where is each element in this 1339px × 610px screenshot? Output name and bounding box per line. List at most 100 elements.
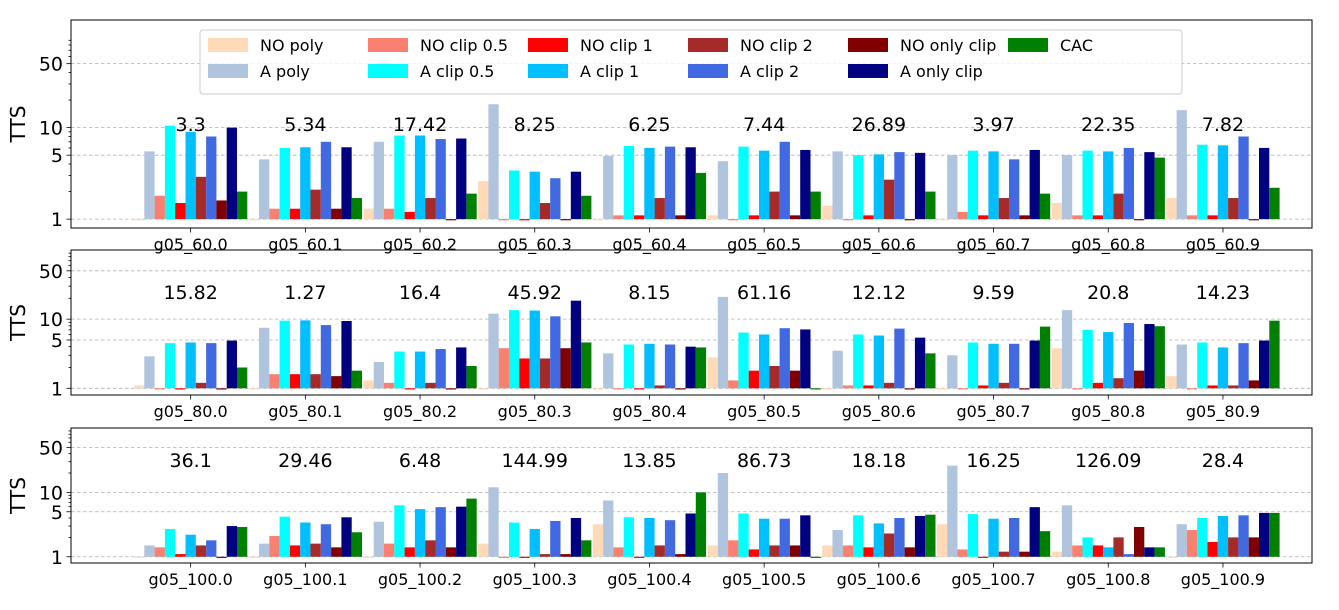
y-tick-label: 50 [39, 437, 63, 459]
bar-no-clip-1 [289, 208, 301, 220]
bar-no-clip-2 [195, 176, 207, 220]
bar-no-clip-2 [769, 545, 780, 557]
bar-no-poly [478, 543, 489, 557]
bar-cac [1154, 547, 1165, 557]
x-tick-label: g05_60.5 [727, 235, 801, 255]
bar-a-poly [717, 161, 729, 220]
x-tick-label: g05_60.3 [498, 235, 572, 255]
bar-no-clip-0-5 [613, 388, 624, 390]
bar-no-only-clip [1134, 219, 1145, 221]
bar-a-clip-1 [988, 343, 999, 389]
bar-no-clip-0-5 [269, 374, 280, 389]
bar-no-clip-2 [1113, 193, 1124, 220]
bar-no-clip-0-5 [1072, 545, 1083, 557]
group-annotation: 61.16 [737, 282, 791, 304]
bar-no-clip-0-5 [842, 219, 854, 221]
bar-a-poly [259, 543, 270, 557]
bar-no-clip-0-5 [154, 388, 165, 390]
group-annotation: 126.09 [1075, 450, 1141, 472]
group-annotation: 16.25 [966, 450, 1020, 472]
bar-a-poly [144, 151, 155, 220]
bar-no-only-clip [904, 388, 915, 390]
legend: NO poly A poly NO clip 0.5 A clip 0.5 NO cli… [199, 29, 1183, 95]
bar-cac [237, 526, 248, 557]
bar-a-clip-2 [320, 141, 332, 220]
group-annotation: 13.85 [622, 450, 676, 472]
bar-cac [351, 532, 362, 557]
bar-no-clip-1 [634, 556, 645, 558]
bar-no-only-clip [560, 554, 571, 557]
bar-no-only-clip [216, 200, 227, 220]
bar-no-clip-1 [863, 215, 874, 220]
bar-no-clip-0-5 [613, 215, 624, 220]
bar-no-clip-1 [1207, 385, 1218, 389]
x-tick-label: g05_80.0 [154, 402, 228, 422]
bar-no-only-clip [904, 547, 915, 557]
bar-no-clip-0-5 [384, 543, 395, 557]
bar-a-clip-2 [550, 178, 561, 220]
bar-no-only-clip [445, 219, 457, 221]
bar-cac [1154, 157, 1165, 220]
bar-no-clip-1 [289, 545, 301, 557]
bar-no-poly [248, 219, 259, 221]
bar-a-poly [373, 362, 384, 389]
bar-no-poly [363, 380, 374, 389]
bar-a-clip-1 [759, 150, 770, 220]
bar-a-clip-1 [988, 518, 999, 557]
bar-no-only-clip [789, 215, 801, 220]
bar-no-clip-1 [1092, 545, 1104, 557]
bar-no-poly [1166, 556, 1177, 558]
bar-no-clip-1 [634, 215, 645, 220]
bar-no-clip-1 [1207, 541, 1218, 557]
x-tick-label: g05_80.6 [842, 402, 916, 422]
bar-a-clip-0-5 [279, 147, 290, 220]
legend-label: A clip 1 [580, 62, 639, 81]
bar-no-only-clip [331, 547, 342, 557]
bar-a-clip-2 [1009, 343, 1020, 389]
bar-no-clip-0-5 [1186, 530, 1198, 557]
bar-no-clip-1 [404, 547, 415, 557]
bar-a-only-clip [226, 127, 237, 220]
bar-no-clip-2 [654, 545, 665, 557]
bar-cac [1039, 326, 1051, 389]
bar-no-clip-2 [195, 545, 207, 557]
bar-no-clip-0-5 [498, 219, 509, 221]
x-tick-label: g05_80.9 [1186, 402, 1260, 422]
x-tick-label: g05_80.4 [612, 402, 686, 422]
bar-no-clip-1 [519, 219, 530, 221]
bar-no-only-clip [904, 219, 915, 221]
bar-no-clip-2 [539, 203, 551, 220]
bar-no-poly [1166, 198, 1177, 220]
y-tick-label: 50 [39, 54, 63, 76]
bar-no-clip-2 [425, 198, 436, 220]
bar-no-only-clip [789, 370, 801, 389]
bar-a-clip-0-5 [1197, 144, 1208, 220]
bar-a-clip-0-5 [623, 517, 634, 557]
bar-no-clip-0-5 [957, 549, 968, 557]
bar-no-clip-1 [404, 211, 415, 220]
bar-a-only-clip [1259, 340, 1270, 389]
bar-cac [237, 367, 248, 389]
group-annotation: 6.25 [628, 114, 670, 136]
bar-no-only-clip [1019, 388, 1030, 390]
bar-a-clip-2 [1123, 147, 1134, 220]
y-tick-label: 10 [39, 118, 63, 140]
bar-a-poly [717, 296, 729, 389]
bar-no-poly [707, 357, 718, 389]
bar-a-clip-1 [873, 154, 884, 220]
panel-3: 1 510 50 TTS g05_100.0 36.1 g05_100.1 29.46 g05_… [6, 427, 1313, 590]
bar-a-clip-1 [185, 342, 196, 389]
y-tick-label: 10 [39, 309, 63, 331]
bar-a-only-clip [341, 321, 352, 389]
bar-a-clip-2 [206, 136, 217, 220]
bar-a-clip-0-5 [1197, 342, 1208, 389]
bar-no-clip-0-5 [728, 540, 739, 557]
bar-no-clip-0-5 [498, 348, 509, 389]
y-tick-label: 10 [39, 482, 63, 504]
x-tick-label: g05_80.8 [1071, 402, 1145, 422]
bar-a-clip-2 [435, 349, 446, 389]
bar-no-clip-2 [769, 366, 780, 389]
bar-a-clip-0-5 [394, 505, 405, 557]
y-tick-label: 5 [51, 330, 63, 352]
bar-no-poly [592, 388, 604, 390]
